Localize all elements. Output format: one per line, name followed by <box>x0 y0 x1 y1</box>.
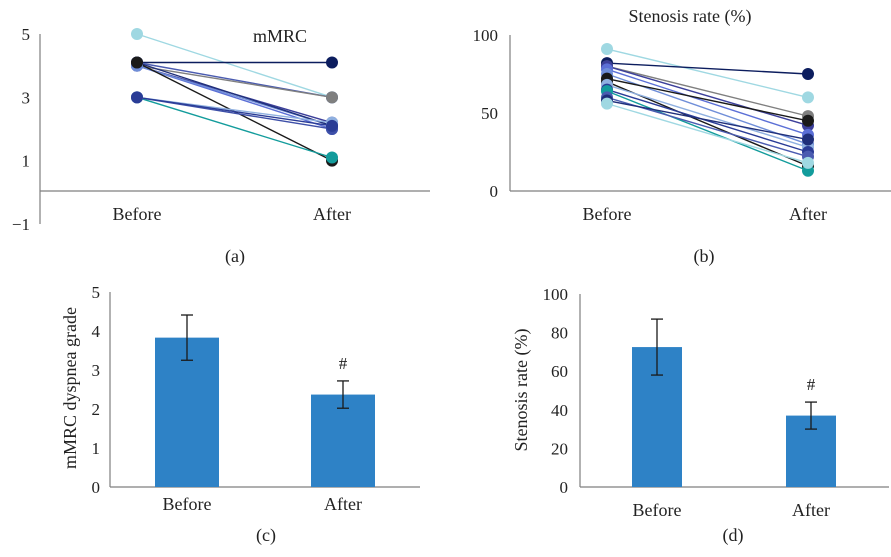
chart-c-ylabel: mMRC dyspnea grade <box>60 307 80 469</box>
chart-b-ytick-label: 50 <box>481 104 498 123</box>
chart-b-series-point <box>601 43 613 55</box>
chart-b-ytick-label: 100 <box>473 26 499 45</box>
chart-b-xtick-after: After <box>789 204 827 224</box>
chart-a-series-point <box>326 120 338 132</box>
chart-c-xtick-before: Before <box>163 494 212 514</box>
chart-c-ytick-label: 0 <box>92 478 101 497</box>
chart-c-ytick-label: 3 <box>92 361 101 380</box>
chart-a-series-line <box>137 97 332 157</box>
chart-a-series-line <box>137 63 332 126</box>
chart-d-ytick-label: 100 <box>543 285 569 304</box>
chart-d-xtick-after: After <box>792 500 830 520</box>
chart-d-ytick-label: 40 <box>551 401 568 420</box>
chart-a-series-point <box>131 57 143 69</box>
chart-b-series-point <box>802 68 814 80</box>
chart-c-ytick-label: 4 <box>92 322 101 341</box>
chart-a-series-line <box>137 97 332 126</box>
chart-c-ytick-label: 1 <box>92 439 101 458</box>
chart-d-panel-label: (d) <box>723 525 744 546</box>
chart-panel-d: Stenosis rate (%) Before After (d) 100 80… <box>511 285 889 546</box>
chart-b-series-line <box>607 79 808 121</box>
chart-c-xtick-after: After <box>324 494 362 514</box>
chart-d-ytick-label: 0 <box>560 478 569 497</box>
chart-d-ytick-label: 20 <box>551 439 568 458</box>
chart-a-title: mMRC <box>253 26 307 46</box>
chart-b-series-point <box>601 98 613 110</box>
chart-b-series-line <box>607 91 808 171</box>
chart-b-title: Stenosis rate (%) <box>629 6 752 27</box>
chart-a-series-point <box>131 91 143 103</box>
chart-a-ytick-label: −1 <box>12 215 30 234</box>
chart-a-series-point <box>326 57 338 69</box>
chart-d-ytick-label: 80 <box>551 324 568 343</box>
chart-d-xtick-before: Before <box>633 500 682 520</box>
chart-c-ytick-label: 2 <box>92 400 101 419</box>
chart-d-ylabel: Stenosis rate (%) <box>511 329 532 452</box>
chart-a-ytick-label: 5 <box>22 25 31 44</box>
chart-a-ytick-label: 1 <box>22 152 31 171</box>
chart-a-panel-label: (a) <box>225 246 245 267</box>
chart-b-ytick-label: 0 <box>490 182 499 201</box>
chart-a-series-line <box>137 66 332 98</box>
chart-b-series-point <box>802 157 814 169</box>
chart-a-xtick-before: Before <box>113 204 162 224</box>
chart-b-series-line <box>607 69 808 135</box>
chart-a-series-point <box>131 28 143 40</box>
chart-d-ytick-label: 60 <box>551 362 568 381</box>
chart-panel-a: mMRC Before After (a) 5 3 1 −1 <box>12 25 430 267</box>
chart-a-ytick-label: 3 <box>22 88 31 107</box>
chart-b-panel-label: (b) <box>694 246 715 267</box>
chart-b-series-line <box>607 90 808 152</box>
chart-b-xtick-before: Before <box>583 204 632 224</box>
chart-a-xtick-after: After <box>313 204 351 224</box>
chart-b-series-point <box>802 115 814 127</box>
chart-b-series-line <box>607 63 808 74</box>
chart-c-panel-label: (c) <box>256 525 276 546</box>
chart-panel-b: Stenosis rate (%) Before After (b) 100 50… <box>473 6 891 267</box>
chart-panel-c: mMRC dyspnea grade Before After (c) 5 4 3 2… <box>60 283 420 546</box>
chart-d-significance-mark: # <box>807 375 816 394</box>
chart-a-series-point <box>326 91 338 103</box>
chart-b-series-point <box>802 134 814 146</box>
chart-c-significance-mark: # <box>339 354 348 373</box>
chart-b-series-point <box>802 91 814 103</box>
chart-c-ytick-label: 5 <box>92 283 101 302</box>
chart-a-series-point <box>326 152 338 164</box>
